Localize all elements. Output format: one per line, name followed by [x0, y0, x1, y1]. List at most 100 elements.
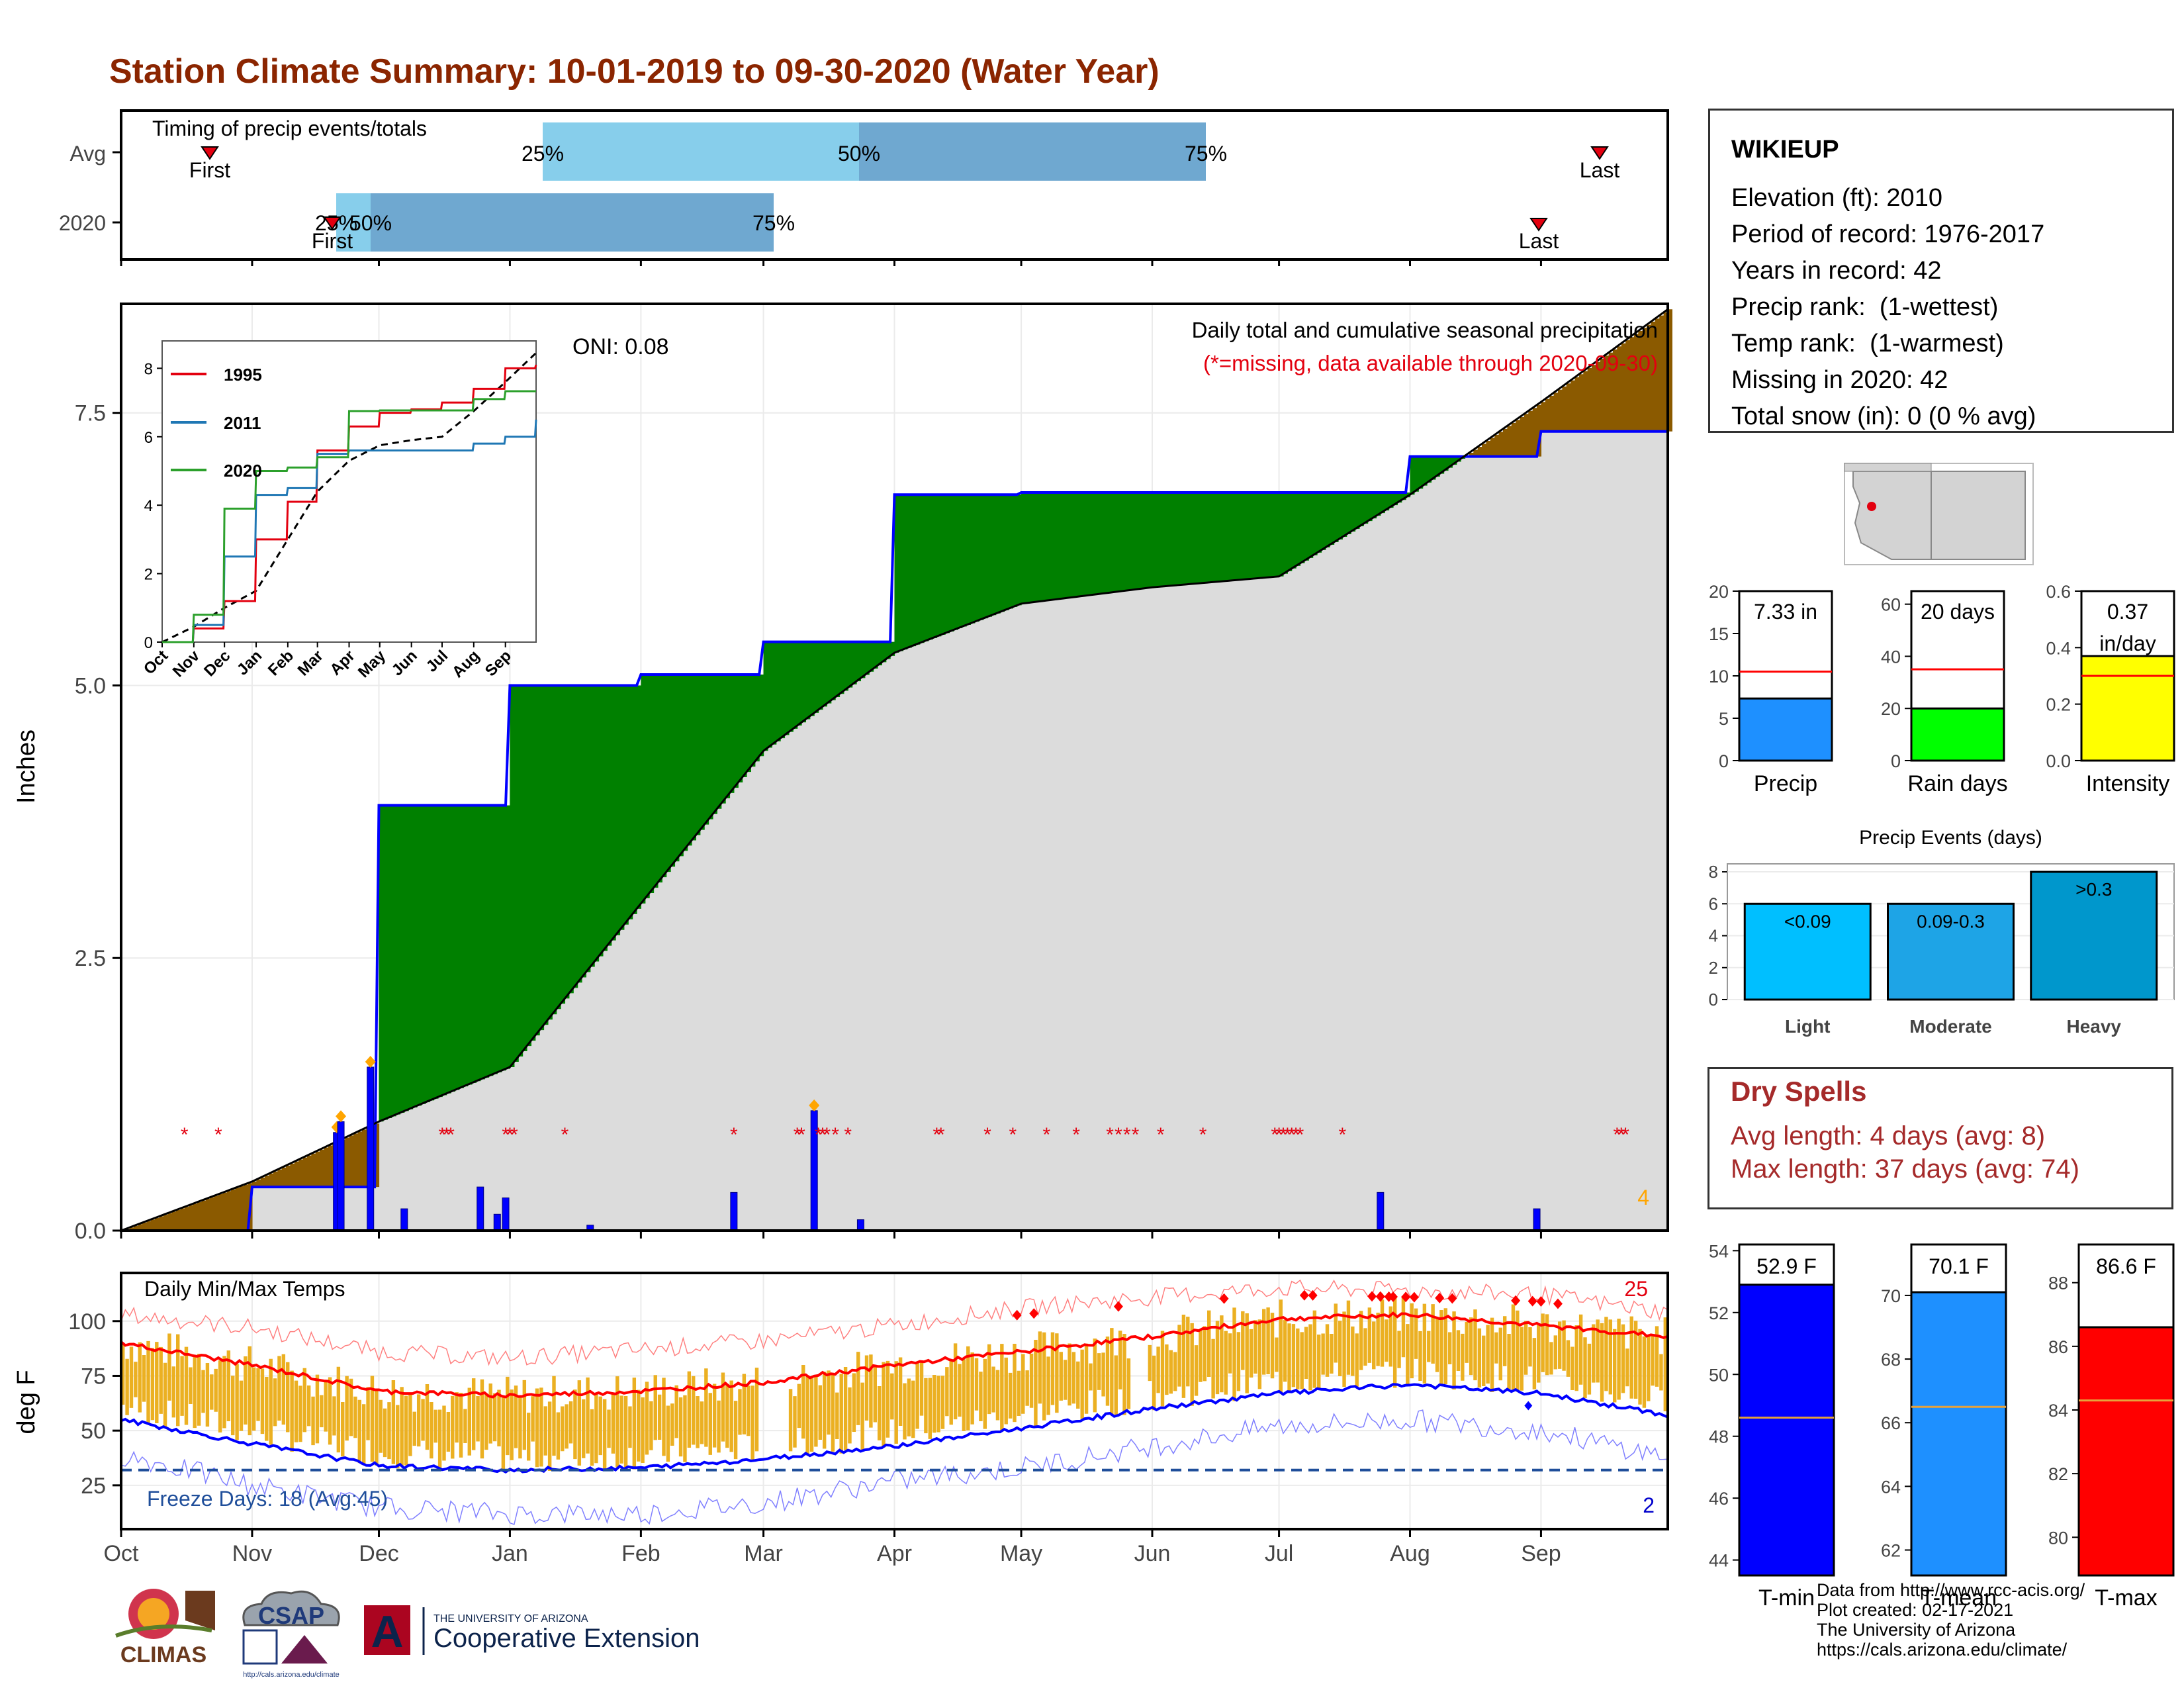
svg-text:CLIMAS: CLIMAS	[120, 1642, 206, 1667]
precip-daily-bar	[502, 1197, 510, 1231]
precip-2020-line	[121, 430, 1668, 1232]
missing-marker: *	[823, 1124, 831, 1146]
record-high-marker	[1113, 1301, 1123, 1312]
events-bar	[1743, 902, 1872, 1001]
missing-marker: *	[983, 1124, 991, 1146]
svg-text:Cooperative Extension: Cooperative Extension	[433, 1624, 700, 1653]
summary-bar-value-label: 7.33 in	[1754, 600, 1817, 624]
precip-daily-bar	[400, 1208, 408, 1231]
events-bar	[2030, 870, 2158, 1001]
temp-bar-t-min: 52.9 F 44 46 48 50 52 54 T-min	[1709, 1241, 1835, 1611]
summary-bar-ytick-label: 20	[1881, 699, 1901, 719]
missing-marker: *	[831, 1124, 839, 1146]
events-bar-label: <0.09	[1784, 911, 1831, 931]
record-high-marker	[1511, 1295, 1521, 1306]
month-tick-label: Jun	[1134, 1541, 1171, 1566]
y2020-first-marker	[323, 216, 341, 230]
temp-bar-label: T-mean	[1921, 1585, 1997, 1611]
month-x-axis: Oct Nov Dec Jan Feb Mar Apr May Jun Jul Aug Sep	[104, 1231, 1561, 1566]
dry-spells-max: Max length: 37 days (avg: 74)	[1731, 1154, 2079, 1184]
missing-note: (*=missing, data available through 2020-…	[1203, 351, 1658, 375]
avg-max-temp-line	[120, 1311, 1668, 1399]
climas-logo-graphic: CLIMAS	[115, 1589, 215, 1667]
record-high-marker	[1219, 1293, 1229, 1304]
temp-bar-ytick-label: 64	[1881, 1477, 1901, 1497]
missing-marker: *	[1614, 1124, 1621, 1146]
svg-text:http://cals.arizona.edu/climat: http://cals.arizona.edu/climate	[243, 1671, 340, 1679]
events-category-label: Heavy	[2066, 1016, 2121, 1037]
footer-university: The University of Arizona	[1817, 1620, 2016, 1640]
temp-bar-ytick-label: 80	[2048, 1528, 2068, 1548]
dry-spells-avg: Avg length: 4 days (avg: 8)	[1731, 1121, 2046, 1150]
station-line-temp-rank: Temp rank: (1-warmest)	[1731, 330, 2004, 357]
station-line-missing: Missing in 2020: 42	[1731, 366, 1948, 394]
summary-bar-ytick-label: 0.6	[2046, 582, 2071, 602]
missing-marker: *	[1288, 1124, 1296, 1146]
temp-content	[120, 1279, 1668, 1526]
record-high-marker	[1029, 1308, 1039, 1319]
precip-caption: Daily total and cumulative seasonal prec…	[1192, 318, 1658, 342]
temp-ytick-label: 25	[81, 1474, 106, 1499]
precip-daily-bar	[337, 1121, 345, 1231]
events-ytick-label: 8	[1709, 862, 1718, 882]
precip-ylabel: Inches	[13, 729, 40, 804]
precip-daily-bar	[1533, 1208, 1541, 1231]
temp-bar-ytick-label: 84	[2048, 1401, 2068, 1421]
timing-avg-q25: 25%	[522, 142, 564, 165]
events-bar-label: 0.09-0.3	[1917, 911, 1985, 931]
temp-bar-ytick-label: 82	[2048, 1464, 2068, 1484]
summary-bar-ytick-label: 10	[1709, 667, 1729, 686]
temp-ytick-label: 100	[68, 1309, 106, 1335]
timing-avg-q75: 75%	[1185, 142, 1227, 165]
temp-bar-ytick-label: 54	[1709, 1241, 1729, 1261]
record-high-marker	[1299, 1289, 1309, 1301]
station-line-period: Period of record: 1976-2017	[1731, 220, 2045, 248]
csap-logo-graphic: CSAP http://cals.arizona.edu/climate	[242, 1590, 340, 1679]
record-high-marker	[1409, 1291, 1419, 1303]
summary-bar-ytick-label: 0.0	[2046, 751, 2071, 771]
summary-bar-value-label: 20 days	[1921, 600, 1995, 624]
temp-bar-t-max: 86.6 F 80 82 84 86 88 T-max	[2048, 1243, 2175, 1611]
missing-marker: *	[1115, 1124, 1122, 1146]
inset-ytick-label: 0	[144, 634, 153, 652]
station-line-years: Years in record: 42	[1731, 257, 1942, 285]
missing-marker: *	[510, 1124, 518, 1146]
record-high-marker	[1447, 1293, 1457, 1304]
missing-marker: *	[214, 1124, 222, 1146]
summary-bar-label: Precip	[1754, 771, 1817, 796]
missing-marker: *	[1275, 1124, 1283, 1146]
precip-ytick-label: 2.5	[75, 946, 106, 971]
month-tick-label: May	[1000, 1541, 1042, 1566]
missing-marker: *	[1072, 1124, 1080, 1146]
summary-bar-ytick-label: 20	[1709, 582, 1729, 602]
summary-bar-label: Intensity	[2086, 771, 2170, 796]
missing-marker: *	[1279, 1124, 1287, 1146]
timing-panel: Timing of precip events/totals Avg 2020 …	[59, 109, 1669, 266]
month-tick-label: Nov	[232, 1541, 272, 1566]
record-high-marker	[1367, 1291, 1377, 1302]
missing-marker: *	[506, 1124, 514, 1146]
ua-cooperative-extension-logo: A THE UNIVERSITY OF ARIZONA Cooperative …	[361, 1602, 745, 1662]
timing-2020-q75: 75%	[752, 211, 795, 235]
temp-bar-ytick-label: 48	[1709, 1427, 1729, 1447]
station-name: WIKIEUP	[1731, 136, 1839, 164]
events-title: Precip Events (days)	[1859, 827, 2042, 849]
location-map	[1844, 463, 2034, 565]
events-category-label: Light	[1785, 1016, 1830, 1037]
missing-marker: *	[844, 1124, 852, 1146]
events-ytick-label: 4	[1709, 926, 1718, 946]
hot-days-count: 25	[1624, 1277, 1648, 1301]
summary-bar-intensity: 0.37 in/day 0.0 0.2 0.4 0.6 Intensity	[2046, 582, 2175, 796]
precip-y-axis: 0.0 2.5 5.0 7.5	[75, 401, 121, 1244]
month-tick-label: Apr	[877, 1541, 912, 1566]
precip-daily-bar	[477, 1186, 484, 1231]
record-high-marker	[1527, 1295, 1537, 1307]
missing-marker: *	[819, 1124, 827, 1146]
inset-ytick-label: 2	[144, 566, 153, 584]
summary-bar-value	[1910, 707, 2005, 762]
summary-bar-ytick-label: 0	[1891, 751, 1901, 771]
temp-panel: 25 50 75 100 deg F Daily Min/Max Temps Free…	[13, 1231, 1669, 1566]
avg-last-marker	[1590, 146, 1609, 160]
